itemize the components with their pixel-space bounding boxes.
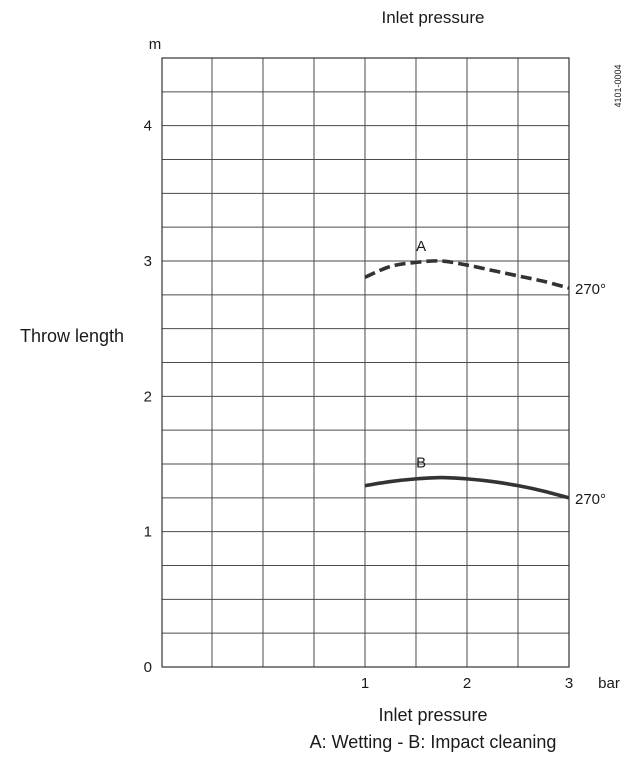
x-tick-labels: 1 2 3	[361, 675, 573, 692]
series-A-end-label: 270°	[575, 281, 606, 298]
y-tick-label-2: 2	[144, 388, 152, 405]
y-tick-labels: 0 1 2 3 4	[144, 118, 152, 676]
series-A-line	[364, 259, 570, 290]
x-tick-label-2: 2	[463, 675, 471, 692]
y-tick-label-4: 4	[144, 118, 152, 135]
y-tick-label-1: 1	[144, 524, 152, 541]
chart-title: Inlet pressure	[382, 8, 485, 27]
series-B-line	[364, 475, 570, 500]
y-axis-label: Throw length	[20, 326, 124, 346]
chart-grid	[162, 58, 570, 667]
x-tick-label-1: 1	[361, 675, 369, 692]
x-unit-label: bar	[598, 675, 620, 692]
y-tick-label-0: 0	[144, 659, 152, 676]
chart-caption: A: Wetting - B: Impact cleaning	[310, 732, 557, 752]
figure-code: 4101-0004	[613, 64, 623, 107]
series-lines: A 270° B 270°	[364, 238, 606, 508]
y-unit-label: m	[149, 36, 162, 53]
x-tick-label-3: 3	[565, 675, 573, 692]
plot-frame	[161, 57, 570, 668]
x-axis-label: Inlet pressure	[378, 705, 487, 725]
series-B-label: B	[416, 455, 426, 472]
y-tick-label-3: 3	[144, 253, 152, 270]
series-B-end-label: 270°	[575, 491, 606, 508]
series-A-label: A	[416, 238, 426, 255]
